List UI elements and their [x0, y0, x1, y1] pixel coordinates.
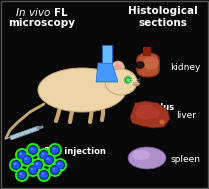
Circle shape — [49, 164, 61, 176]
Text: Fundus
blood: Fundus blood — [140, 103, 174, 122]
Circle shape — [40, 171, 48, 179]
Text: microscopy: microscopy — [9, 18, 75, 28]
Circle shape — [49, 144, 61, 156]
Ellipse shape — [114, 64, 122, 72]
Circle shape — [42, 153, 44, 155]
Circle shape — [40, 151, 48, 159]
Circle shape — [58, 163, 60, 165]
Circle shape — [53, 168, 55, 170]
Ellipse shape — [111, 61, 125, 75]
Circle shape — [20, 153, 22, 155]
Circle shape — [31, 168, 33, 170]
Circle shape — [159, 119, 164, 125]
Circle shape — [12, 161, 20, 169]
Text: liver: liver — [176, 112, 196, 121]
Circle shape — [51, 166, 59, 174]
Circle shape — [32, 159, 44, 171]
Text: kidney: kidney — [170, 64, 200, 73]
Polygon shape — [135, 105, 160, 120]
Circle shape — [125, 77, 130, 83]
Circle shape — [29, 146, 37, 154]
Circle shape — [27, 164, 39, 176]
Circle shape — [21, 154, 33, 166]
Circle shape — [53, 148, 55, 150]
Polygon shape — [137, 53, 159, 77]
Circle shape — [47, 158, 49, 160]
Ellipse shape — [128, 147, 166, 169]
Circle shape — [27, 144, 39, 156]
Circle shape — [16, 149, 28, 161]
Circle shape — [34, 161, 42, 169]
Text: Tail injection: Tail injection — [45, 147, 105, 156]
Circle shape — [42, 173, 44, 175]
Ellipse shape — [133, 82, 139, 86]
Text: sections: sections — [139, 18, 187, 28]
Circle shape — [56, 161, 64, 169]
FancyBboxPatch shape — [102, 45, 112, 63]
Polygon shape — [96, 63, 118, 82]
Polygon shape — [136, 62, 144, 68]
Circle shape — [43, 154, 55, 166]
Text: spleen: spleen — [171, 156, 201, 164]
Circle shape — [38, 169, 50, 181]
Circle shape — [18, 171, 26, 179]
Circle shape — [36, 163, 38, 165]
Ellipse shape — [105, 69, 137, 95]
Circle shape — [25, 158, 27, 160]
Circle shape — [20, 173, 22, 175]
Polygon shape — [144, 57, 158, 69]
Circle shape — [124, 75, 133, 84]
Polygon shape — [130, 101, 170, 128]
Polygon shape — [10, 126, 39, 140]
Ellipse shape — [132, 150, 150, 160]
Circle shape — [31, 148, 33, 150]
Circle shape — [16, 169, 28, 181]
Circle shape — [29, 166, 37, 174]
Circle shape — [10, 159, 22, 171]
Circle shape — [18, 151, 26, 159]
Text: Histological: Histological — [128, 6, 198, 16]
Circle shape — [14, 163, 16, 165]
Circle shape — [38, 149, 50, 161]
Circle shape — [51, 146, 59, 154]
Circle shape — [45, 156, 53, 164]
Circle shape — [23, 156, 31, 164]
Text: $\it{In\ vivo}$ FL: $\it{In\ vivo}$ FL — [15, 6, 69, 18]
Ellipse shape — [38, 68, 126, 112]
Circle shape — [54, 159, 66, 171]
